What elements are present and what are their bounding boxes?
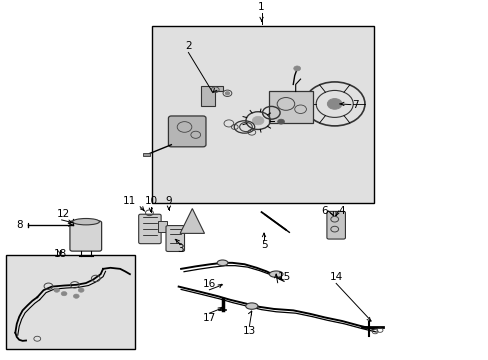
FancyBboxPatch shape: [139, 214, 161, 244]
Text: 12: 12: [57, 209, 70, 219]
Ellipse shape: [73, 219, 99, 225]
Circle shape: [293, 66, 300, 71]
Circle shape: [54, 288, 60, 292]
Polygon shape: [180, 208, 204, 233]
FancyBboxPatch shape: [70, 221, 102, 251]
Text: 2: 2: [185, 41, 191, 51]
Bar: [152, 26, 373, 203]
Ellipse shape: [245, 303, 257, 309]
Text: 9: 9: [165, 196, 172, 206]
Text: 18: 18: [54, 249, 67, 259]
Polygon shape: [200, 86, 222, 106]
FancyBboxPatch shape: [168, 116, 205, 147]
Text: 13: 13: [242, 325, 256, 336]
Bar: [268, 91, 312, 123]
Text: 16: 16: [203, 279, 216, 289]
Text: 7: 7: [351, 100, 358, 110]
Ellipse shape: [269, 271, 283, 277]
Text: 4: 4: [338, 206, 345, 216]
Circle shape: [252, 116, 264, 125]
Circle shape: [327, 99, 341, 109]
Text: 17: 17: [203, 313, 216, 323]
Circle shape: [61, 292, 67, 296]
FancyBboxPatch shape: [165, 226, 184, 252]
Text: 3: 3: [177, 244, 183, 254]
Text: 14: 14: [329, 272, 342, 282]
FancyBboxPatch shape: [326, 211, 345, 239]
Text: 5: 5: [260, 240, 267, 251]
Circle shape: [225, 92, 229, 95]
Circle shape: [78, 288, 84, 292]
Bar: [158, 221, 166, 231]
Circle shape: [73, 294, 79, 298]
Text: 6: 6: [321, 206, 328, 216]
Ellipse shape: [217, 260, 227, 266]
Bar: [5, 255, 135, 349]
Bar: [143, 153, 150, 156]
Text: 10: 10: [144, 196, 157, 206]
Text: 1: 1: [258, 3, 264, 12]
Text: 15: 15: [277, 272, 290, 282]
Text: 11: 11: [123, 196, 136, 206]
Circle shape: [277, 119, 284, 124]
Text: 8: 8: [17, 220, 23, 230]
